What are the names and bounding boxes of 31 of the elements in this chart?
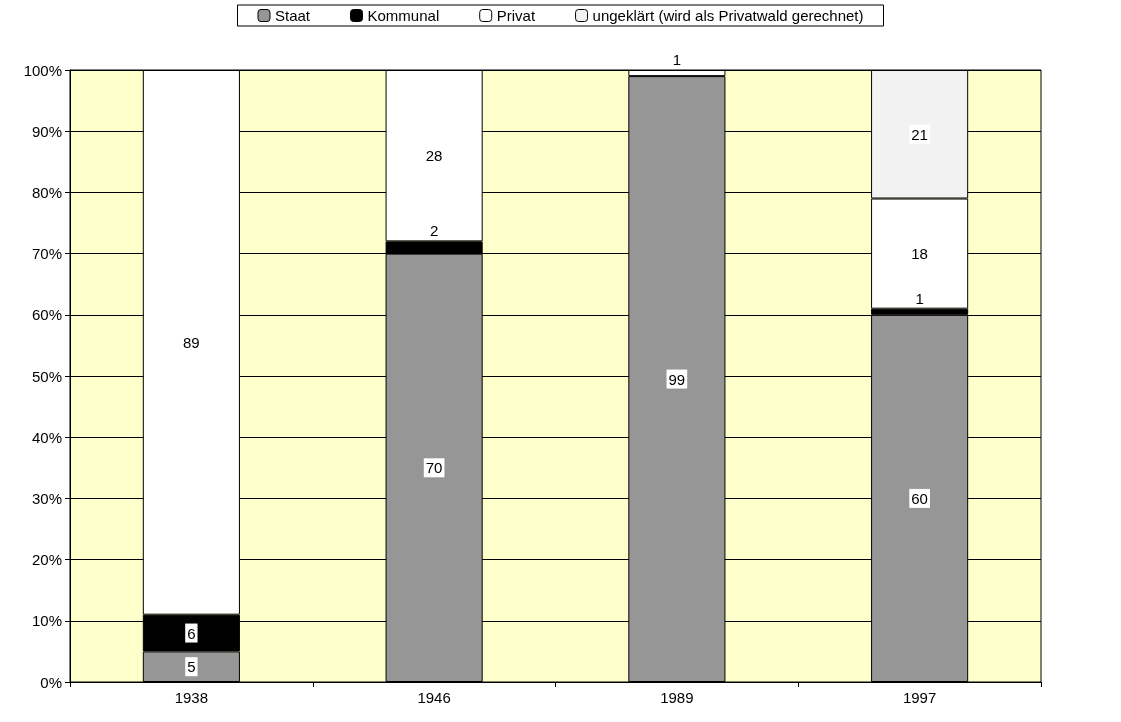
legend-label: Privat <box>496 7 536 24</box>
y-tick-label: 100% <box>23 61 62 79</box>
data-label: 21 <box>911 125 928 143</box>
y-tick-label: 50% <box>31 367 62 385</box>
y-tick-label: 60% <box>31 306 62 324</box>
x-tick-label: 1938 <box>174 689 209 706</box>
x-tick-label: 1997 <box>902 689 937 706</box>
data-label: 28 <box>425 147 443 165</box>
data-label: 2 <box>429 222 439 240</box>
data-label: 70 <box>425 459 443 477</box>
y-tick-label: 10% <box>31 612 62 630</box>
legend-label: Kommunal <box>367 7 440 24</box>
data-label: 60 <box>911 489 928 507</box>
data-label: 89 <box>183 333 200 351</box>
y-tick-label: 40% <box>31 428 62 446</box>
data-label: 5 <box>187 658 196 676</box>
y-tick-label: 30% <box>31 489 62 507</box>
x-tick-label: 1989 <box>660 689 694 706</box>
y-tick-label: 0% <box>40 673 62 691</box>
legend-label: ungeklärt (wird als Privatwald gerechnet) <box>592 7 864 24</box>
data-label: 6 <box>187 624 196 642</box>
x-tick-label: 1946 <box>417 689 451 706</box>
y-tick-label: 80% <box>31 183 62 201</box>
data-label: 18 <box>911 245 928 263</box>
y-tick-label: 20% <box>31 551 62 569</box>
data-label: 1 <box>672 51 682 68</box>
y-tick-label: 90% <box>31 122 62 140</box>
y-tick-label: 70% <box>31 245 62 263</box>
legend-label: Staat <box>274 7 311 24</box>
data-label: 99 <box>668 370 686 388</box>
data-label: 1 <box>915 289 924 307</box>
